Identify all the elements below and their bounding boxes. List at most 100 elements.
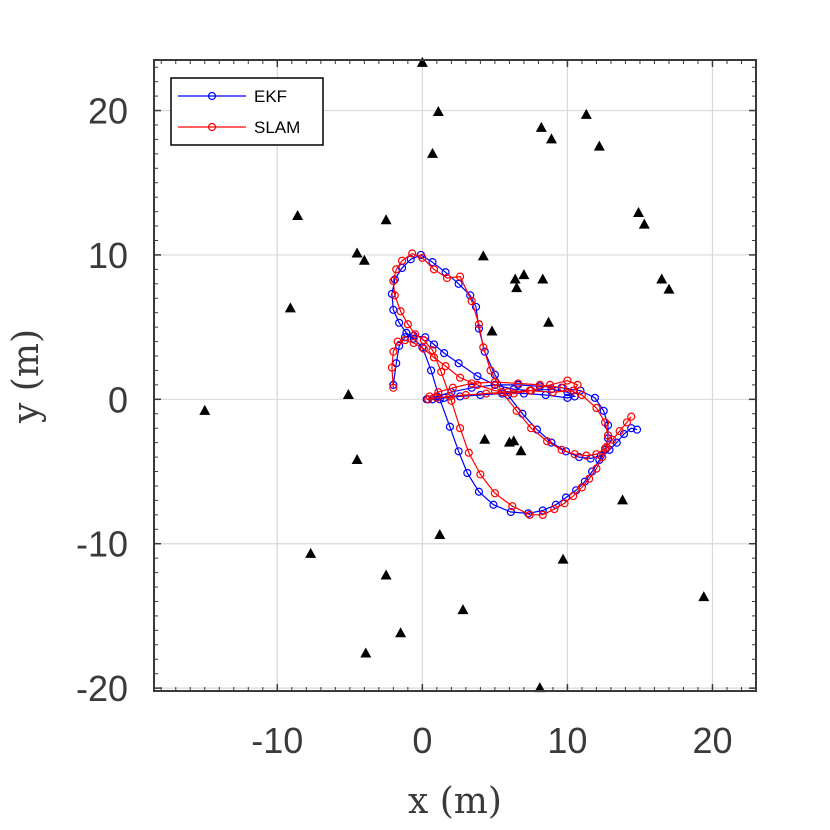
ekf-point: [406, 255, 415, 264]
slam-point: [535, 380, 544, 389]
landmark-marker: [360, 647, 372, 658]
y-tick-label: 10: [88, 235, 128, 276]
slam-point: [474, 320, 484, 329]
slam-point: [486, 366, 495, 375]
slam-point: [514, 379, 523, 388]
slam-point: [560, 499, 569, 508]
slam-point: [592, 464, 601, 473]
ekf-point: [563, 393, 572, 402]
slam-point: [389, 347, 398, 356]
slam-point: [548, 388, 558, 397]
slam-point: [543, 437, 552, 446]
x-axis-title: x (m): [408, 781, 502, 822]
landmark-marker: [486, 325, 498, 336]
ekf-point: [476, 390, 485, 400]
landmark-marker: [580, 108, 592, 119]
ekf-point: [429, 340, 439, 349]
slam-point: [622, 418, 631, 427]
legend-ekf-marker: [207, 91, 217, 101]
plot-background: [154, 60, 756, 691]
ekf-point: [441, 268, 450, 277]
y-axis-title: y (m): [6, 329, 47, 424]
slam-point: [508, 502, 517, 511]
slam-point: [387, 363, 396, 372]
slam-point: [464, 448, 473, 457]
slam-point: [479, 343, 488, 352]
slam-point: [455, 373, 465, 382]
slam-point: [482, 389, 491, 398]
slam-point: [490, 377, 499, 387]
ekf-point: [524, 509, 533, 518]
ekf-point: [506, 507, 515, 517]
slam-point: [455, 424, 465, 433]
ekf-point: [454, 447, 463, 456]
slam-point: [573, 380, 582, 389]
ekf-point: [480, 347, 489, 356]
landmark-marker: [515, 445, 527, 456]
ekf-point: [426, 366, 436, 375]
landmark-marker: [543, 316, 555, 327]
x-tick-label: -10: [251, 720, 303, 761]
landmark-marker: [432, 105, 444, 116]
slam-point: [608, 435, 617, 444]
slam-point: [627, 412, 636, 421]
slam-point: [441, 362, 450, 371]
landmark-marker: [534, 682, 546, 693]
y-tick-label: 0: [108, 379, 128, 420]
ekf-point: [563, 388, 572, 397]
landmark-marker: [509, 273, 521, 284]
slam-point: [569, 386, 578, 395]
slam-point: [527, 424, 536, 433]
slam-point: [509, 389, 518, 398]
ekf-point: [538, 506, 547, 515]
ekf-point: [454, 359, 463, 368]
landmark-marker: [380, 214, 392, 225]
legend-slam-marker: [207, 122, 217, 132]
series-layer: [387, 249, 642, 519]
slam-point: [577, 390, 587, 400]
landmark-marker: [663, 283, 675, 294]
slam-point: [592, 403, 601, 413]
landmark-marker: [633, 207, 645, 218]
slam-point: [569, 491, 578, 501]
landmark-marker: [698, 591, 710, 602]
slam-point: [512, 406, 521, 415]
legend-slam-label: SLAM: [254, 118, 300, 137]
landmark-marker: [557, 553, 569, 564]
slam-point: [397, 256, 407, 265]
slam-point: [445, 392, 455, 401]
landmark-marker: [518, 269, 530, 280]
slam-point: [577, 483, 587, 492]
landmark-marker: [537, 273, 549, 284]
slam-point: [408, 249, 417, 258]
slam-point: [473, 380, 482, 389]
slam-point: [409, 338, 418, 348]
slam-point: [603, 431, 613, 440]
landmark-marker: [342, 388, 354, 399]
slam-point: [434, 388, 443, 397]
legend-box: [170, 77, 324, 146]
slam-point: [545, 380, 555, 389]
landmark-marker: [479, 433, 491, 444]
ekf-point: [463, 468, 472, 478]
slam-point: [418, 253, 427, 262]
slam-point: [582, 451, 591, 460]
ekf-point: [471, 302, 481, 312]
slam-point: [602, 442, 611, 452]
slam-point: [403, 320, 412, 329]
slam-point: [389, 276, 398, 286]
landmark-layer: [199, 56, 710, 693]
ekf-point: [599, 406, 608, 415]
slam-point: [563, 376, 572, 385]
landmark-marker: [305, 547, 317, 558]
slam-point: [498, 388, 507, 397]
slam-point: [467, 297, 476, 306]
landmark-marker: [656, 273, 668, 284]
slam-point: [448, 383, 457, 392]
ekf-point: [561, 447, 571, 456]
ekf-point: [409, 334, 418, 343]
ekf-point: [632, 425, 642, 434]
slam-point: [592, 450, 601, 459]
slam-point: [550, 504, 559, 514]
